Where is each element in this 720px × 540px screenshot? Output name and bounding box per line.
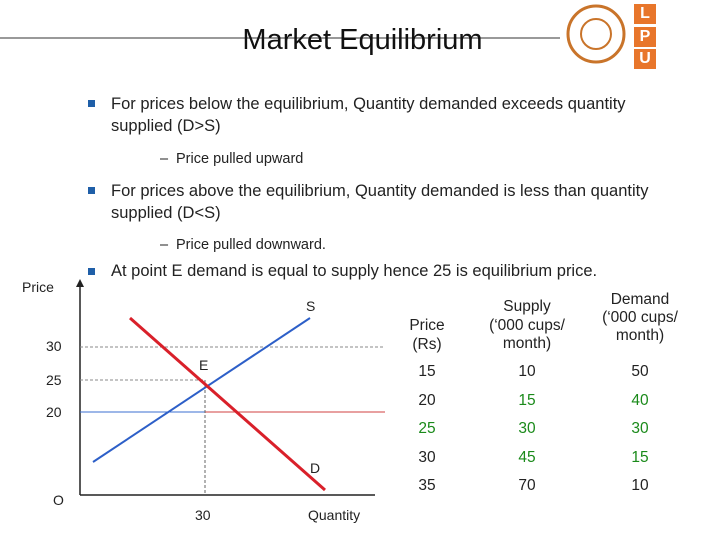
table-cell: 15: [518, 391, 536, 409]
table-cell: 30: [418, 448, 436, 466]
logo-seal-inner: [580, 18, 612, 50]
y-axis-label: Price: [22, 279, 54, 295]
y-tick-label: 20: [46, 404, 62, 420]
sub-dash: –: [160, 151, 169, 167]
sub-text: Price pulled upward: [176, 151, 304, 167]
logo-letter: L: [634, 4, 656, 24]
table-cell: 25: [418, 420, 436, 437]
table-cell: 10: [518, 363, 536, 380]
bullet-text: supplied (D<S): [111, 204, 221, 222]
table-cell: 35: [418, 477, 436, 494]
logo-letter: P: [634, 27, 656, 47]
sub-dash: –: [160, 237, 169, 253]
table-header: (‘000 cups/: [602, 309, 678, 326]
table-cell: 40: [631, 391, 649, 409]
table-header: Supply: [503, 298, 551, 315]
bullet-marker: [88, 187, 95, 194]
table-header: (Rs): [412, 336, 442, 353]
table-header: (‘000 cups/: [489, 317, 565, 334]
table-cell: 15: [418, 363, 436, 380]
y-axis-arrow: [76, 279, 84, 287]
table-cell: 30: [518, 420, 536, 437]
bullet-text: For prices above the equilibrium, Quanti…: [111, 182, 649, 200]
logo-letter: U: [634, 49, 656, 69]
bullet-marker: [88, 268, 95, 275]
supply-label: S: [306, 298, 316, 314]
table-header: Demand: [610, 291, 670, 308]
x-axis-label: Quantity: [308, 507, 361, 523]
logo-seal: [566, 4, 626, 64]
sub-text: Price pulled downward.: [176, 237, 326, 253]
y-tick-label: 30: [46, 338, 62, 354]
demand-label: D: [310, 460, 321, 476]
table-cell: 50: [631, 363, 649, 380]
bullet-marker: [88, 100, 95, 107]
table-cell: 15: [631, 448, 649, 466]
table-cell: 10: [631, 477, 649, 494]
origin-label: O: [53, 492, 64, 508]
point-label: E: [199, 357, 209, 373]
table-cell: 70: [518, 477, 536, 494]
table-cell: 45: [518, 448, 536, 466]
table-header: Price: [409, 317, 445, 334]
x-tick-label: 30: [195, 507, 211, 523]
demand-line: [129, 316, 326, 492]
y-tick-label: 25: [46, 372, 62, 388]
bullet-text: For prices below the equilibrium, Quanti…: [111, 95, 626, 113]
table-header: month): [615, 327, 665, 344]
bullet-text: At point E demand is equal to supply hen…: [111, 262, 598, 280]
supply-line: [92, 317, 311, 463]
bullet-text: supplied (D>S): [111, 117, 221, 135]
table-cell: 30: [631, 420, 649, 437]
table-header: month): [502, 335, 552, 352]
title: Market Equilibrium: [242, 24, 483, 56]
table-cell: 20: [418, 391, 436, 409]
